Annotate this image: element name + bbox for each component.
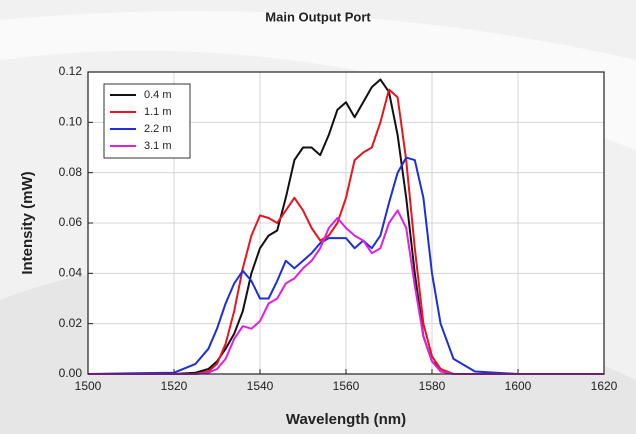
background-swoosh — [0, 11, 636, 150]
series-line — [87, 156, 604, 375]
legend-label: 3.1 m — [144, 140, 172, 152]
series-line — [88, 88, 604, 375]
y-tick-label: 0.12 — [59, 64, 83, 78]
y-tick-label: 0.08 — [59, 165, 83, 179]
y-tick-label: 0.10 — [59, 115, 83, 129]
x-tick-label: 1560 — [333, 379, 360, 393]
x-tick-label: 1500 — [75, 379, 102, 393]
x-tick-label: 1580 — [419, 379, 446, 393]
y-tick-label: 0.02 — [59, 316, 83, 330]
x-tick-label: 1620 — [591, 379, 618, 393]
legend-label: 2.2 m — [144, 123, 172, 135]
series-line — [88, 209, 604, 375]
plot-frame — [87, 71, 605, 375]
legend-label: 1.1 m — [144, 106, 172, 118]
x-axis-label: Wavelength (nm) — [286, 411, 406, 428]
x-tick-label: 1540 — [247, 379, 274, 393]
x-tick-label: 1600 — [505, 379, 532, 393]
x-tick-label: 1520 — [161, 379, 188, 393]
y-tick-label: 0.00 — [59, 366, 83, 380]
y-tick-label: 0.04 — [59, 266, 83, 280]
chart-title: Main Output Port — [265, 9, 371, 24]
y-axis-label: Intensity (mW) — [19, 171, 36, 274]
legend-label: 0.4 m — [144, 89, 172, 101]
y-tick-label: 0.06 — [59, 215, 83, 229]
